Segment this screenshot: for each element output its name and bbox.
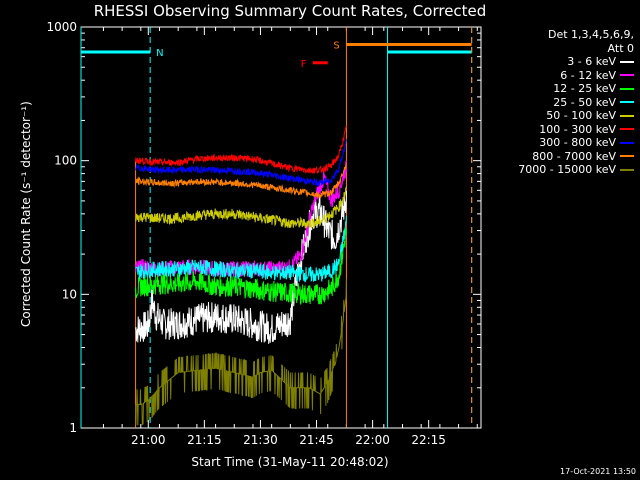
legend-swatch <box>620 101 634 104</box>
legend-swatch <box>620 128 634 131</box>
x-axis-label: Start Time (31-May-11 20:48:02) <box>191 455 389 469</box>
legend-swatch <box>620 114 634 117</box>
legend-label: 25 - 50 keV <box>553 95 616 109</box>
legend-swatch <box>620 74 634 77</box>
series-line-50-100-kev <box>135 186 347 229</box>
legend-swatch <box>620 60 634 63</box>
x-tick-label: 22:15 <box>411 433 446 447</box>
y-tick-label: 100 <box>54 154 77 168</box>
y-axis-label: Corrected Count Rate (s⁻¹ detector⁻¹) <box>19 101 33 327</box>
series-line-25-50-kev <box>135 215 347 283</box>
x-tick-label: 22:00 <box>355 433 390 447</box>
series-line-800-7000-kev <box>135 163 347 199</box>
legend-entry: 3 - 6 keV <box>518 55 634 69</box>
legend-entry: 800 - 7000 keV <box>518 150 634 164</box>
legend: Det 1,3,4,5,6,9, Att 0 3 - 6 keV 6 - 12 k… <box>518 28 634 177</box>
y-tick-label: 1000 <box>46 20 77 34</box>
chart-title: RHESSI Observing Summary Count Rates, Co… <box>93 2 487 20</box>
legend-entry: 12 - 25 keV <box>518 82 634 96</box>
y-tick-label: 10 <box>62 287 77 301</box>
legend-label: 300 - 800 keV <box>539 136 616 149</box>
legend-label: 7000 - 15000 keV <box>518 163 616 176</box>
night-marker-label: N <box>156 48 163 59</box>
legend-swatch <box>620 141 634 144</box>
series-line-300-800-kev <box>135 139 347 187</box>
legend-label: 50 - 100 keV <box>546 109 616 122</box>
legend-entry: 6 - 12 keV <box>518 69 634 83</box>
plot-frame <box>80 26 482 429</box>
legend-entry: 300 - 800 keV <box>518 136 634 150</box>
series-line-100-300-kev <box>135 125 347 175</box>
timestamp: 17-Oct-2021 13:50 <box>560 467 636 476</box>
series-line-7000-15000-kev <box>135 279 347 426</box>
legend-label: 800 - 7000 keV <box>532 149 616 163</box>
x-tick-label: 21:45 <box>299 433 334 447</box>
legend-label: 3 - 6 keV <box>567 55 616 68</box>
legend-label: 100 - 300 keV <box>539 122 616 136</box>
legend-swatch <box>620 87 634 90</box>
legend-label: 6 - 12 keV <box>560 68 616 82</box>
legend-entry: 7000 - 15000 keV <box>518 163 634 177</box>
saa-marker-label: S <box>333 40 339 51</box>
x-tick-label: 21:30 <box>243 433 278 447</box>
legend-label: 12 - 25 keV <box>553 82 616 95</box>
legend-header-detectors: Det 1,3,4,5,6,9, <box>547 28 634 41</box>
legend-entry: 25 - 50 keV <box>518 96 634 110</box>
legend-entry: 50 - 100 keV <box>518 109 634 123</box>
legend-swatch <box>620 168 634 171</box>
legend-header-attenuator: Att 0 <box>607 41 634 55</box>
legend-entry: 100 - 300 keV <box>518 123 634 137</box>
y-tick-label: 1 <box>69 421 77 435</box>
flare-marker-label: F <box>301 59 307 70</box>
x-tick-label: 21:00 <box>131 433 166 447</box>
x-tick-label: 21:15 <box>187 433 222 447</box>
legend-swatch <box>620 155 634 158</box>
series-line-6-12-kev <box>135 160 347 278</box>
series-line-12-25-kev <box>135 228 347 305</box>
